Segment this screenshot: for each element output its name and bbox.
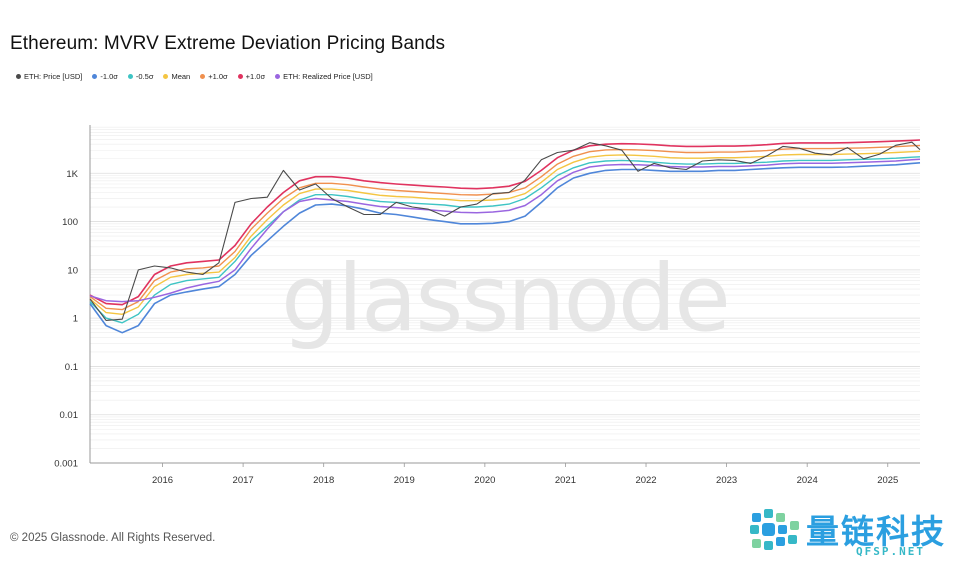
x-tick-label: 2022 (635, 475, 656, 486)
series-line (89, 156, 921, 324)
y-tick-label: 0.1 (65, 362, 78, 373)
legend-dot-icon (92, 74, 98, 79)
legend-item[interactable]: Mean (163, 72, 190, 81)
legend-dot-icon (163, 74, 169, 79)
x-tick-label: 2024 (797, 475, 818, 486)
legend-dot-icon (237, 74, 243, 79)
logo-mark-icon (750, 509, 799, 550)
series-line (89, 141, 921, 321)
y-tick-label: 0.01 (60, 410, 79, 421)
legend-label: ETH: Realized Price [USD] (283, 72, 373, 81)
watermark: glassnode (281, 245, 729, 352)
legend-item[interactable]: ETH: Realized Price [USD] (275, 72, 373, 81)
series-line (89, 139, 921, 306)
x-tick-label: 2017 (233, 475, 254, 486)
legend-dot-icon (275, 74, 281, 79)
legend-item[interactable]: ETH: Price [USD] (16, 72, 82, 81)
x-tick-label: 2016 (152, 475, 173, 486)
logo-english-text: QFSP.NET (856, 545, 925, 558)
x-tick-label: 2019 (394, 475, 415, 486)
legend-item[interactable]: -0.5σ (127, 72, 154, 81)
logo-chinese-text: 量链科技 (806, 512, 946, 551)
x-tick-label: 2025 (877, 475, 898, 486)
series-line (89, 158, 921, 303)
legend-dot-icon (16, 74, 21, 79)
y-tick-label: 1 (73, 314, 78, 325)
x-tick-label: 2023 (716, 475, 737, 486)
legend-label: -0.5σ (135, 72, 154, 81)
legend-label: +1.0σ (245, 72, 266, 81)
y-tick-label: 0.001 (54, 459, 78, 470)
series-line (89, 150, 921, 315)
legend-label: ETH: Price [USD] (24, 72, 83, 81)
legend: ETH: Price [USD] -1.0σ -0.5σ Mean +1.0σ +1.0σ… (16, 72, 373, 81)
x-tick-label: 2020 (474, 475, 495, 486)
legend-label: -1.0σ (100, 72, 118, 81)
y-tick-label: 1K (66, 169, 78, 180)
legend-dot-icon (200, 74, 206, 79)
legend-item[interactable]: -1.0σ (92, 72, 118, 81)
copyright-footer: © 2025 Glassnode. All Rights Reserved. (10, 532, 216, 544)
x-tick-label: 2021 (555, 475, 576, 486)
y-tick-label: 100 (62, 217, 78, 228)
series-line (89, 162, 921, 334)
legend-item[interactable]: +1.0σ (200, 72, 228, 81)
legend-label: Mean (171, 72, 191, 81)
legend-item[interactable]: +1.0σ (237, 72, 266, 81)
brand-logo: 量链科技 QFSP.NET (748, 505, 963, 560)
chart-title: Ethereum: MVRV Extreme Deviation Pricing… (10, 33, 446, 54)
legend-dot-icon (127, 74, 133, 79)
y-tick-label: 10 (67, 265, 78, 276)
x-tick-label: 2018 (313, 475, 334, 486)
legend-label: +1.0σ (208, 72, 228, 81)
